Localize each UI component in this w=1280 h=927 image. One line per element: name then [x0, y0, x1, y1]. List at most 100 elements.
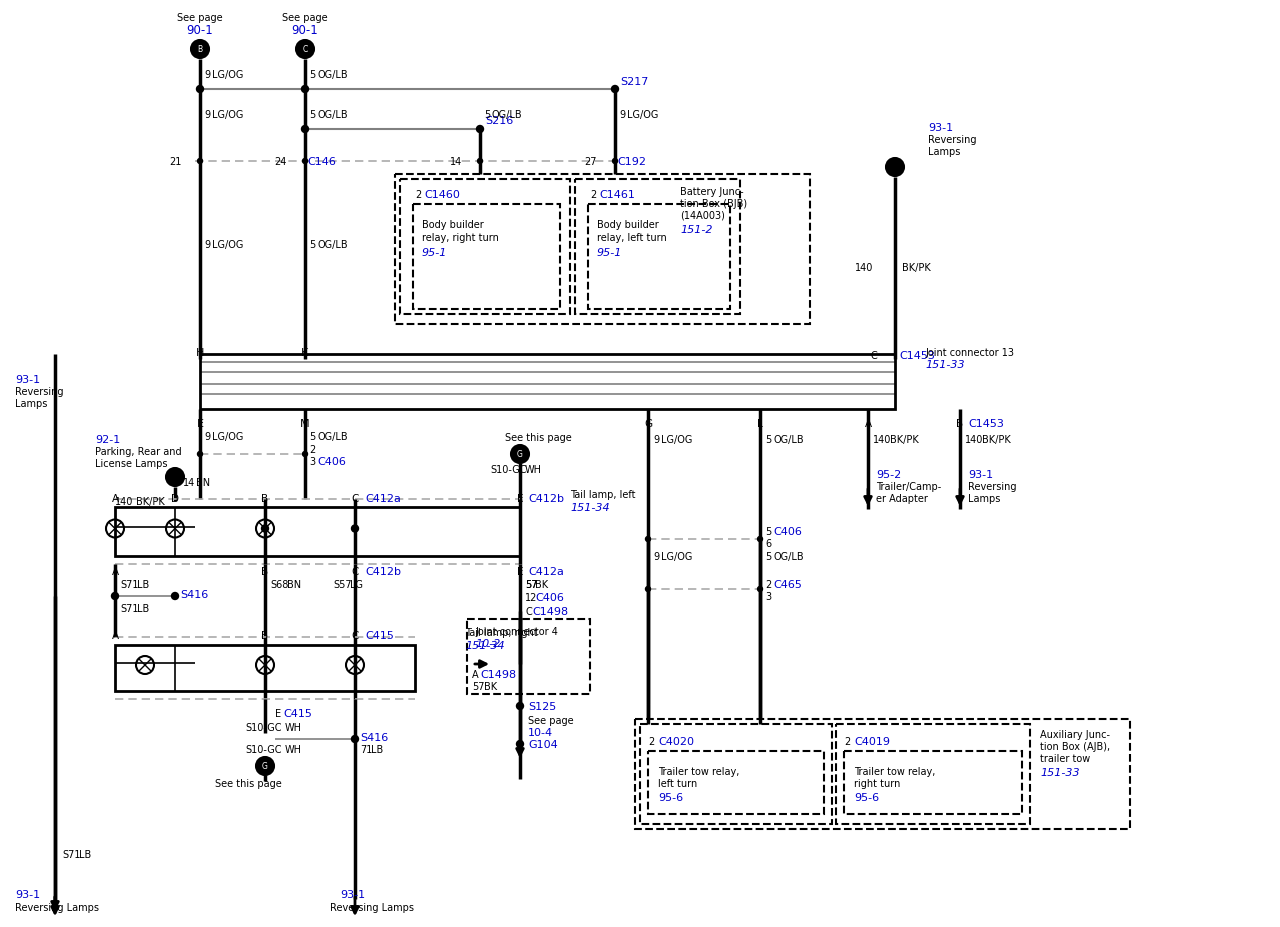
Text: Trailer tow relay,: Trailer tow relay,: [854, 767, 936, 776]
Text: BN: BN: [196, 477, 210, 488]
Bar: [635, 719, 1130, 829]
Bar: [399, 180, 570, 314]
Text: B: B: [956, 419, 964, 428]
Text: BK/PK: BK/PK: [902, 262, 931, 273]
Text: 9: 9: [204, 110, 210, 120]
Text: See page: See page: [282, 13, 328, 23]
Text: C: C: [351, 630, 358, 641]
Text: C1461: C1461: [599, 190, 635, 200]
Text: A: A: [111, 566, 119, 577]
Text: S10-GC: S10-GC: [244, 722, 282, 732]
Text: 9: 9: [204, 70, 210, 80]
Text: C465: C465: [773, 579, 801, 590]
Text: Reversing Lamps: Reversing Lamps: [330, 902, 413, 912]
Circle shape: [197, 86, 204, 94]
Text: See page: See page: [529, 716, 573, 725]
Text: 2: 2: [765, 579, 772, 590]
Circle shape: [197, 159, 202, 164]
Text: D: D: [172, 493, 179, 503]
Text: WH: WH: [525, 464, 541, 475]
Text: A: A: [111, 493, 119, 503]
Text: 140: 140: [873, 435, 891, 445]
Text: tion Box (BJB): tion Box (BJB): [680, 198, 748, 209]
Text: LG: LG: [349, 579, 364, 590]
Text: relay, left turn: relay, left turn: [596, 233, 667, 243]
Text: C406: C406: [317, 456, 346, 466]
Text: C192: C192: [617, 157, 646, 167]
Text: E: E: [517, 493, 524, 503]
Text: 9: 9: [653, 552, 659, 562]
Text: C: C: [351, 566, 358, 577]
Bar: [640, 724, 832, 824]
Text: 9: 9: [653, 435, 659, 445]
Text: 2: 2: [648, 736, 654, 746]
Text: C1498: C1498: [480, 669, 516, 679]
Text: LB: LB: [79, 849, 91, 859]
Text: C1453: C1453: [899, 350, 934, 361]
Text: S416: S416: [360, 732, 388, 743]
Text: G: G: [517, 450, 524, 459]
Text: 5: 5: [308, 110, 315, 120]
Text: 5: 5: [765, 552, 772, 562]
Circle shape: [191, 41, 209, 59]
Text: S68: S68: [270, 579, 288, 590]
Text: Body builder: Body builder: [596, 220, 659, 230]
Text: C412a: C412a: [365, 493, 401, 503]
Circle shape: [517, 741, 524, 748]
Text: C4020: C4020: [658, 736, 694, 746]
Text: C415: C415: [283, 708, 312, 718]
Circle shape: [302, 126, 308, 133]
Text: 5: 5: [765, 435, 772, 445]
Text: G104: G104: [529, 739, 558, 749]
Text: 140: 140: [115, 497, 133, 506]
Text: Auxiliary Junc-: Auxiliary Junc-: [1039, 730, 1110, 739]
Text: 5: 5: [308, 70, 315, 80]
Text: Parking, Rear and: Parking, Rear and: [95, 447, 182, 456]
Text: LG/OG: LG/OG: [627, 110, 658, 120]
Text: 10-4: 10-4: [529, 727, 553, 737]
Text: Reversing: Reversing: [15, 387, 64, 397]
Text: er Adapter: er Adapter: [876, 493, 928, 503]
Bar: [413, 205, 561, 310]
Text: 24: 24: [275, 157, 287, 167]
Text: M: M: [301, 419, 310, 428]
Circle shape: [477, 159, 483, 164]
Text: 140: 140: [855, 262, 873, 273]
Text: 140: 140: [965, 435, 983, 445]
Text: A: A: [472, 669, 479, 679]
Text: 57: 57: [525, 579, 538, 590]
Text: S10-GC: S10-GC: [490, 464, 526, 475]
Text: Body builder: Body builder: [422, 220, 484, 230]
Text: right turn: right turn: [854, 778, 900, 788]
Circle shape: [166, 468, 184, 487]
Text: BK/PK: BK/PK: [890, 435, 919, 445]
Text: LG/OG: LG/OG: [212, 240, 243, 249]
Text: 93-1: 93-1: [15, 375, 40, 385]
Text: LB: LB: [137, 579, 150, 590]
Bar: [200, 355, 895, 410]
Text: 14: 14: [183, 477, 196, 488]
Text: 57: 57: [472, 681, 485, 692]
Bar: [115, 645, 415, 692]
Text: BN: BN: [287, 579, 301, 590]
Text: S71: S71: [61, 849, 81, 859]
Text: S10-GC: S10-GC: [244, 744, 282, 755]
Text: LB: LB: [371, 744, 383, 755]
Text: left turn: left turn: [658, 778, 698, 788]
Text: 3: 3: [308, 456, 315, 466]
Text: Lamps: Lamps: [928, 146, 960, 157]
Text: BK/PK: BK/PK: [982, 435, 1011, 445]
Text: C4019: C4019: [854, 736, 890, 746]
Text: 2: 2: [415, 190, 421, 200]
Circle shape: [476, 126, 484, 133]
Circle shape: [352, 526, 358, 532]
Text: A: A: [111, 630, 119, 641]
Text: 93-1: 93-1: [968, 469, 993, 479]
Text: See this page: See this page: [215, 778, 282, 788]
Text: relay, right turn: relay, right turn: [422, 233, 499, 243]
Text: 95-1: 95-1: [596, 248, 622, 258]
Text: 6: 6: [765, 539, 771, 549]
Text: S71: S71: [120, 603, 138, 614]
Text: 3: 3: [765, 591, 771, 602]
Text: C: C: [302, 45, 307, 55]
